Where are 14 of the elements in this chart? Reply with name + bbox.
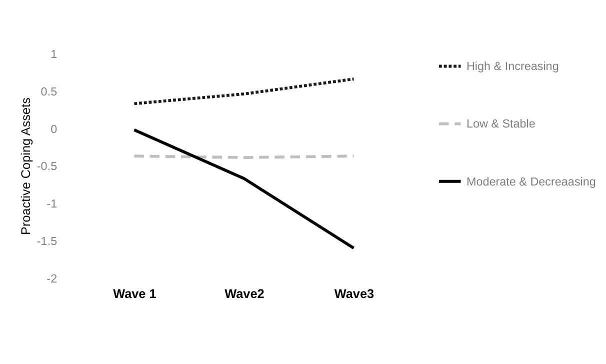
- y-axis-title: Proactive Coping Assets: [19, 98, 34, 235]
- y-tick-label: -0.5: [36, 160, 58, 174]
- x-tick-label: Wave2: [224, 287, 264, 302]
- legend-label: High & Increasing: [466, 60, 559, 74]
- x-tick-label: Wave3: [334, 287, 374, 302]
- y-tick-label: 0: [50, 122, 58, 136]
- legend-label: Low & Stable: [466, 118, 536, 131]
- y-tick-label: -1: [46, 198, 58, 211]
- legend-label: Moderate & Decreaasing: [466, 175, 596, 188]
- y-tick-label: -2: [46, 272, 58, 286]
- y-tick-label: 0.5: [40, 85, 58, 98]
- y-tick-label: -1.5: [36, 234, 58, 248]
- y-tick-label: 1: [50, 48, 58, 61]
- x-tick-label: Wave 1: [113, 287, 156, 302]
